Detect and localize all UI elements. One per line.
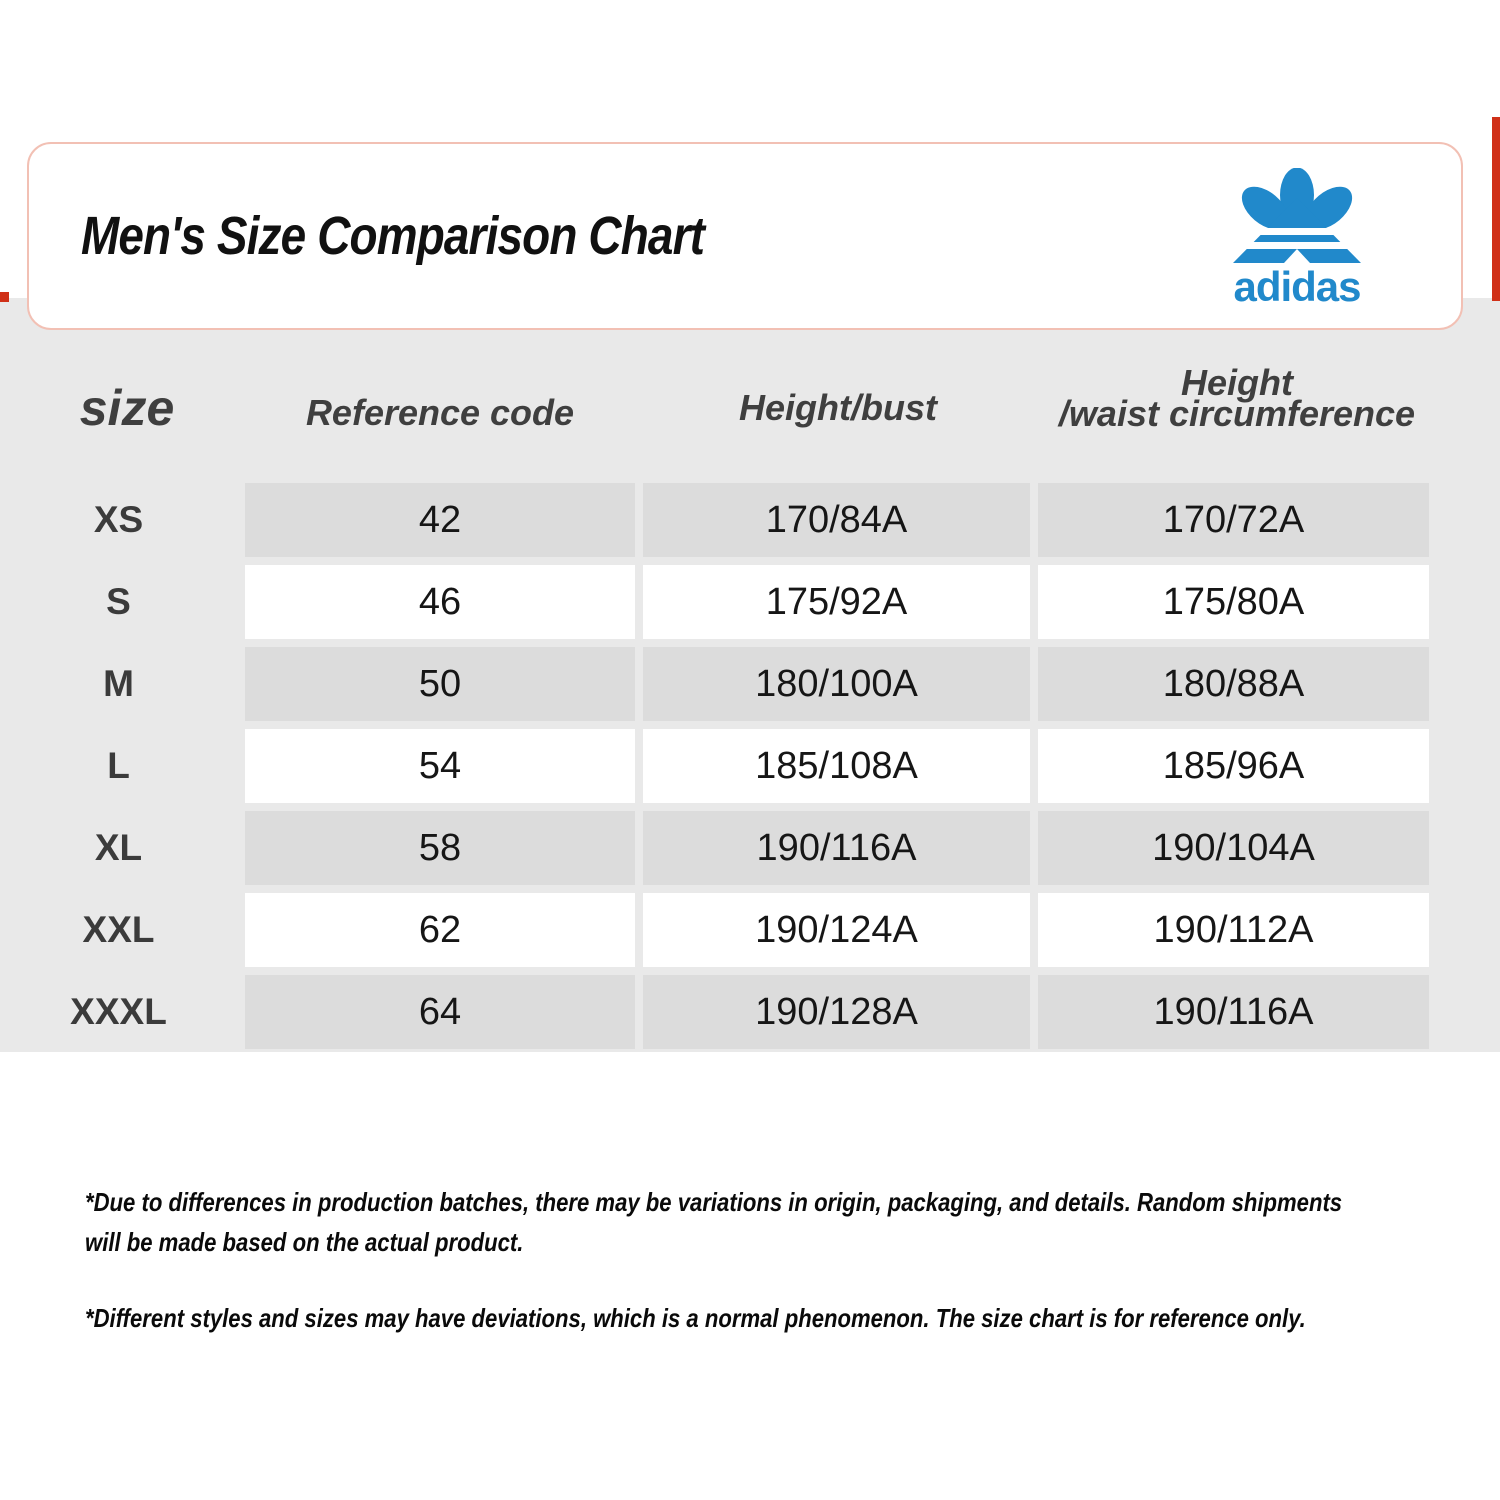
column-header-height-waist-line2: /waist circumference <box>1058 393 1416 434</box>
size-label: XL <box>94 827 143 868</box>
footnote-line: *Different styles and sizes may have dev… <box>85 1303 1306 1333</box>
size-label: XXXL <box>70 991 167 1032</box>
size-label: XXL <box>82 909 155 950</box>
height-waist-cell: 175/80A <box>1038 565 1429 639</box>
column-header-height-waist: Height /waist circumference <box>1058 362 1416 434</box>
page-title: Men's Size Comparison Chart <box>81 206 705 266</box>
size-label: S <box>106 581 131 622</box>
background-accent-right <box>1492 117 1500 301</box>
reference-code-cell: 42 <box>245 483 635 557</box>
reference-code-cell: 50 <box>245 647 635 721</box>
height-waist-cell: 185/96A <box>1038 729 1429 803</box>
footnote-line: *Due to differences in production batche… <box>85 1187 1343 1217</box>
size-label: XS <box>93 499 144 540</box>
height-bust-cell: 175/92A <box>643 565 1030 639</box>
background-accent-left <box>0 292 9 302</box>
reference-code-cell: 62 <box>245 893 635 967</box>
adidas-trefoil-icon <box>1231 168 1363 263</box>
footnote-line: will be made based on the actual product… <box>85 1227 524 1257</box>
reference-code-cell: 46 <box>245 565 635 639</box>
height-bust-cell: 190/128A <box>643 975 1030 1049</box>
height-bust-cell: 190/124A <box>643 893 1030 967</box>
column-header-height-bust: Height/bust <box>739 387 937 428</box>
size-table: XS 42 170/84A 170/72A S 46 175/92A 175/8… <box>0 483 1429 1049</box>
column-header-height-waist-line1: Height <box>1180 362 1293 403</box>
height-waist-cell: 180/88A <box>1038 647 1429 721</box>
height-waist-cell: 190/112A <box>1038 893 1429 967</box>
height-bust-cell: 185/108A <box>643 729 1030 803</box>
column-header-size: size <box>79 380 175 436</box>
height-bust-cell: 180/100A <box>643 647 1030 721</box>
size-label: M <box>103 663 134 704</box>
footnote-size-deviation: *Different styles and sizes may have dev… <box>85 1298 1306 1338</box>
size-label: L <box>107 745 130 786</box>
adidas-logo: adidas <box>1229 168 1365 308</box>
height-bust-cell: 190/116A <box>643 811 1030 885</box>
column-header-reference-code: Reference code <box>305 392 575 433</box>
height-waist-cell: 190/104A <box>1038 811 1429 885</box>
adidas-wordmark: adidas <box>1233 263 1361 310</box>
height-bust-cell: 170/84A <box>643 483 1030 557</box>
reference-code-cell: 64 <box>245 975 635 1049</box>
footnote-production-batches: *Due to differences in production batche… <box>85 1182 1342 1262</box>
reference-code-cell: 54 <box>245 729 635 803</box>
height-waist-cell: 170/72A <box>1038 483 1429 557</box>
height-waist-cell: 190/116A <box>1038 975 1429 1049</box>
reference-code-cell: 58 <box>245 811 635 885</box>
header-card: Men's Size Comparison Chart adidas <box>27 142 1463 330</box>
